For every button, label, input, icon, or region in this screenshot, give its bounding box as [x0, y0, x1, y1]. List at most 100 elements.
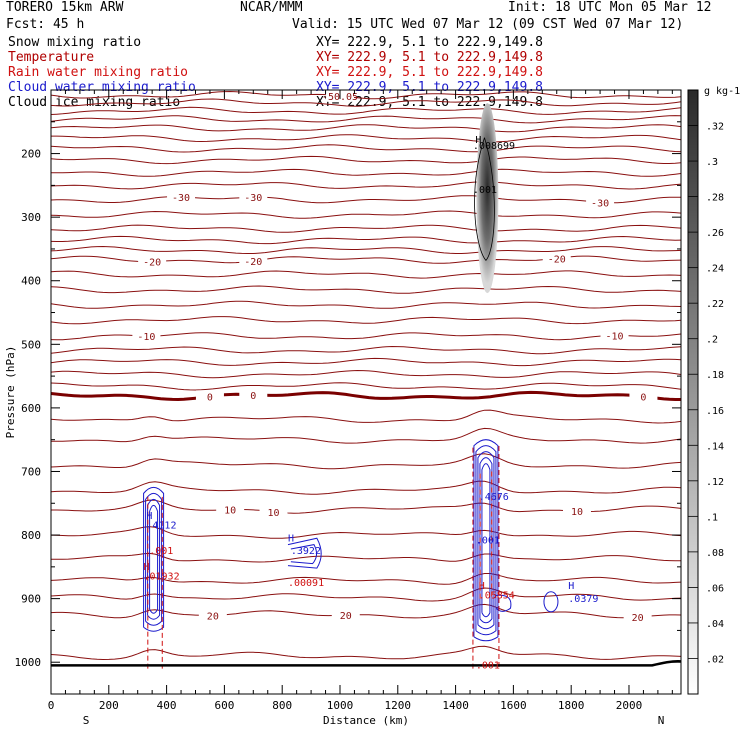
temperature-label: -30 [172, 193, 190, 204]
y-tick-label: 600 [21, 402, 41, 415]
colorbar-tick-label: .22 [706, 299, 724, 310]
temperature-label: 0 [207, 392, 213, 403]
temperature-contour [51, 645, 681, 661]
temperature-label-bg [239, 191, 268, 204]
cloud-water-label: .4676 [479, 492, 509, 503]
ice-high-marker: H [475, 135, 481, 146]
temperature-contour [51, 106, 681, 115]
temperature-contour [51, 427, 681, 444]
temperature-contour [51, 357, 681, 367]
temperature-label-bg [623, 611, 652, 624]
temperature-contour [51, 155, 681, 165]
temperature-label-bg [331, 609, 360, 622]
temperature-contour [51, 300, 681, 309]
colorbar: g kg-1 .02 .04 .06 .08 .1 .12 .14 .16 .18 .2 .22 .24… [687, 86, 740, 695]
plot-frame [50, 89, 682, 695]
temperature-label-bg [239, 388, 268, 401]
temperature-label-bg [132, 329, 161, 342]
y-tick-label: 400 [21, 275, 41, 288]
cloud-ice-contour [474, 137, 495, 261]
colorbar-tick-label: .08 [706, 548, 724, 559]
surface-line [51, 659, 681, 667]
y-tick-label: 800 [21, 529, 41, 542]
rain-water-contour [479, 471, 493, 599]
temperature-label: 10 [267, 508, 279, 519]
temperature-label: -10 [606, 331, 624, 342]
forecast-hour: Fcst: 45 h [6, 17, 85, 32]
temperature-contour [51, 345, 681, 355]
y-tick-label: 500 [21, 338, 41, 351]
temperature-label: -20 [143, 258, 161, 269]
valid-time: Valid: 15 UTC Wed 07 Mar 12 (09 CST Wed … [292, 17, 684, 32]
cloud-water-label: .0379 [568, 594, 598, 605]
temperature-contour [51, 245, 681, 254]
colorbar-tick-label: .28 [706, 193, 724, 204]
legend-name-cloud-water: Cloud water mixing ratio [8, 80, 196, 95]
cloud-water-contour [495, 594, 512, 612]
rain-water-label: .01932 [143, 572, 179, 583]
x-tick-label: 600 [214, 699, 234, 712]
temperature-contour [51, 181, 681, 190]
x-tick-label: 0 [48, 699, 55, 712]
cloud-water-contour [543, 591, 559, 613]
high-marker: H [479, 581, 485, 592]
x-tick-label: 2000 [616, 699, 643, 712]
x-tick-label: 1800 [558, 699, 585, 712]
temperature-label-bg [629, 390, 658, 403]
y-tick-label: 700 [21, 465, 41, 478]
cloud-water-contour [481, 463, 491, 618]
colorbar-units: g kg-1 [704, 86, 740, 97]
colorbar-tick-label: .02 [706, 654, 724, 665]
temperature-contour [51, 144, 681, 153]
temperature-contour [51, 168, 681, 177]
cloud-water-contour [147, 498, 161, 620]
colorbar-tick-label: .14 [706, 441, 724, 452]
rain-water-contour [147, 496, 163, 669]
temperature-label-bg [586, 196, 615, 209]
north-label: N [658, 714, 665, 727]
rain-water-label: .001 [149, 546, 173, 557]
rain-water-contour [472, 446, 500, 669]
temperature-contour [51, 285, 681, 294]
cloud-water-label: .4112 [146, 521, 176, 532]
temperature-contour [51, 98, 681, 107]
legend-name-temperature: Temperature [8, 50, 95, 65]
legend-xy-rain: XY= 222.9, 5.1 to 222.9,149.8 [316, 65, 543, 80]
colorbar-tick-label: .2 [706, 335, 718, 346]
colorbar-tick-label: .32 [706, 122, 724, 133]
temperature-label-bg [167, 190, 196, 203]
temperature-contour [51, 603, 681, 619]
south-label: S [83, 714, 90, 727]
temperature-label: -20 [548, 254, 566, 265]
temperature-label: -30 [244, 193, 262, 204]
cloud-water-contour [145, 492, 163, 626]
temperature-label: -30 [591, 198, 609, 209]
cloud-ice-plume [476, 103, 499, 294]
x-tick-label: 200 [99, 699, 119, 712]
temperature-label: 0 [640, 392, 646, 403]
legend-xy-snow: XY= 222.9, 5.1 to 222.9,149.8 [316, 35, 543, 50]
temperature-contour [51, 115, 681, 124]
temperature-contour [51, 382, 681, 391]
temperature-contour [51, 224, 681, 233]
temperature-label: 0 [250, 391, 256, 402]
high-marker: H [143, 562, 149, 573]
temperature-contour [51, 390, 681, 402]
legend-name-snow: Snow mixing ratio [8, 35, 142, 50]
y-tick-label: 900 [21, 593, 41, 606]
rain-water-label: .001 [476, 661, 500, 672]
colorbar-tick-label: .3 [706, 157, 718, 168]
high-marker: H [146, 511, 152, 522]
plot-area: -50.05-30 -30 -30-20 -20 -20-10 -100 0 010 10 102… [51, 90, 681, 672]
legend-xy-cloud-water: XY= 222.9, 5.1 to 222.9,149.8 [316, 80, 543, 95]
cloud-water-contour [475, 445, 497, 636]
temperature-label-bg [259, 505, 288, 518]
temperature-contour [51, 210, 681, 219]
colorbar-tick-label: .06 [706, 583, 724, 594]
temperature-contour [51, 552, 681, 563]
y-axis-label: Pressure (hPa) [4, 346, 17, 439]
temperature-label: 10 [571, 507, 583, 518]
temperature-label-bg [195, 390, 224, 403]
